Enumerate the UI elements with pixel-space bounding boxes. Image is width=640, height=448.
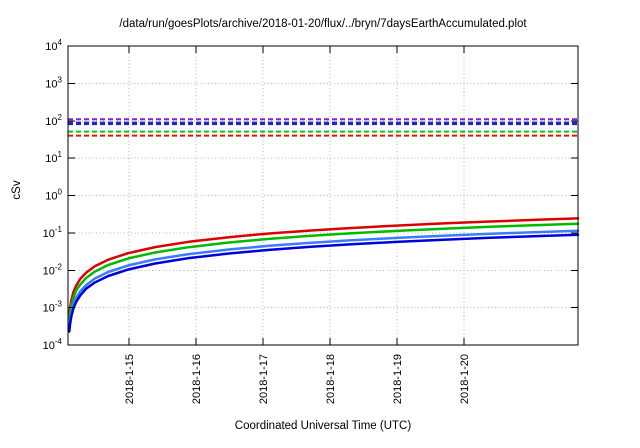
threshold-lines (68, 118, 578, 137)
axis-ticks (68, 45, 578, 346)
y-tick-label: 101 (45, 150, 62, 165)
x-axis-label: Coordinated Universal Time (UTC) (234, 420, 412, 432)
series-line-lightblue-accumulated (68, 229, 580, 329)
x-tick-labels: 2018-1-15 2018-1-16 2018-1-17 2018-1-18 2018… (124, 354, 471, 404)
series-line-red-accumulated (68, 217, 580, 317)
y-tick-labels: 104 103 102 101 100 10-1 10-2 10-3 10-4 (43, 38, 63, 352)
series-lines (68, 217, 580, 333)
grid (68, 46, 578, 345)
y-tick-label: 102 (45, 113, 62, 128)
series-line-green-accumulated (68, 222, 580, 322)
y-tick-label: 100 (45, 188, 62, 203)
x-tick-label: 2018-1-17 (258, 354, 270, 404)
x-tick-label: 2018-1-16 (191, 354, 203, 404)
x-tick-label: 2018-1-19 (392, 354, 404, 404)
y-tick-label: 10-3 (43, 300, 63, 315)
plot-title: /data/run/goesPlots/archive/2018-01-20/f… (119, 18, 527, 30)
y-tick-label: 103 (45, 75, 62, 90)
y-tick-label: 10-4 (43, 337, 63, 352)
x-tick-label: 2018-1-20 (459, 354, 471, 404)
plot-border (67, 45, 579, 346)
x-tick-label: 2018-1-18 (325, 354, 337, 404)
y-tick-label: 10-1 (43, 225, 63, 240)
y-tick-label: 10-2 (43, 262, 63, 277)
series-line-darkblue-accumulated (68, 233, 580, 333)
y-tick-label: 104 (45, 38, 62, 53)
x-tick-label: 2018-1-15 (124, 354, 136, 404)
y-axis-label: cSv (11, 180, 23, 200)
